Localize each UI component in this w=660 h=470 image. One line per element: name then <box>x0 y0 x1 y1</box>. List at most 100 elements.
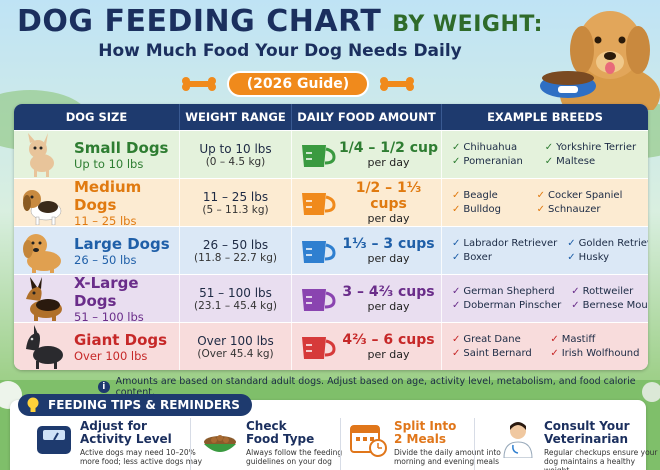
food-per: per day <box>367 156 410 169</box>
tip-title: Check Food Type <box>246 419 315 446</box>
title-main: DOG FEEDING CHART <box>17 4 382 39</box>
check-icon: ✓ <box>536 190 545 201</box>
breed-item: ✓ Great Dane <box>452 334 521 345</box>
feeding-table: DOG SIZE WEIGHT RANGE DAILY FOOD AMOUNT … <box>14 104 648 370</box>
weight-lbs: 51 – 100 lbs <box>199 285 272 300</box>
chihuahua-icon <box>28 132 54 177</box>
breed-item: ✓ Labrador Retriever <box>452 238 558 249</box>
veterinarian-icon <box>503 422 533 458</box>
check-icon: ✓ <box>571 286 580 297</box>
check-icon: ✓ <box>452 300 461 311</box>
weight-kg: (Over 45.4 kg) <box>197 347 274 360</box>
check-icon: ✓ <box>536 204 545 215</box>
size-range: 51 – 100 lbs <box>74 309 144 324</box>
tip-split-meals: Split Into 2 Meals Divide the daily amoun… <box>348 420 501 470</box>
tip-text: Active dogs may need 10–20% more food; le… <box>80 448 203 466</box>
breed-item: ✓ Husky <box>567 252 610 263</box>
info-icon: i <box>98 381 110 393</box>
cell-dog-size: Large Dogs 26 – 50 lbs <box>14 227 180 274</box>
weight-kg: (23.1 – 45.4 kg) <box>194 299 277 312</box>
footnote: i Amounts are based on standard adult do… <box>98 376 658 398</box>
breed-item: ✓ Maltese <box>544 156 596 167</box>
divider <box>474 418 475 470</box>
table-header: DOG SIZE WEIGHT RANGE DAILY FOOD AMOUNT … <box>14 104 648 130</box>
breed-item: ✓ Doberman Pinscher <box>452 300 562 311</box>
check-icon: ✓ <box>452 142 461 153</box>
weight-kg: (5 – 11.3 kg) <box>202 203 269 216</box>
guide-row: (2026 Guide) <box>148 71 448 97</box>
size-range: 11 – 25 lbs <box>74 213 137 228</box>
lightbulb-icon <box>27 397 39 412</box>
cell-dog-size: Small Dogs Up to 10 lbs <box>14 131 180 178</box>
tip-title: Consult Your Veterinarian <box>544 419 630 446</box>
cell-weight: 26 – 50 lbs (11.8 – 22.7 kg) <box>180 227 292 274</box>
cell-dog-size: Giant Dogs Over 100 lbs <box>14 323 180 370</box>
breed-item: ✓Bernese Mountain Dog <box>571 300 648 311</box>
great-dane-icon <box>26 324 63 369</box>
calendar-clock-icon <box>350 425 387 457</box>
cell-dog-size: Medium Dogs 11 – 25 lbs <box>14 177 180 228</box>
cell-breeds: ✓ Beagle ✓ Cocker Spaniel ✓ Bulldog ✓ Schnauzer <box>442 179 648 226</box>
cell-breeds: ✓ Chihuahua ✓ Yorkshire Terrier ✓ Pomeranian ✓… <box>442 131 648 178</box>
measuring-cup-icon <box>302 144 336 167</box>
size-name: Medium Dogs <box>74 177 142 214</box>
beagle-icon <box>23 189 62 225</box>
bone-icon <box>380 77 415 91</box>
golden-retriever-icon <box>23 233 61 273</box>
cell-food: 4⅔ – 6 cups per day <box>292 323 442 370</box>
breed-item: ✓ Beagle <box>452 190 498 201</box>
scale-icon <box>37 426 71 454</box>
food-per: per day <box>367 348 410 361</box>
food-per: per day <box>367 252 410 265</box>
cell-breeds: ✓ German Shepherd ✓ Rottweiler ✓ Doberman Pin… <box>442 275 648 322</box>
measuring-cup-icon <box>302 336 336 359</box>
size-range: Up to 10 lbs <box>74 156 144 171</box>
header-daily-food: DAILY FOOD AMOUNT <box>292 104 442 130</box>
weight-kg: (0 – 4.5 kg) <box>205 155 266 168</box>
breed-item: ✓ Irish Wolfhound <box>550 348 640 359</box>
food-amount: 4⅔ – 6 cups <box>342 332 435 348</box>
check-icon: ✓ <box>544 156 554 167</box>
weight-lbs: Over 100 lbs <box>197 333 274 348</box>
table-row: Medium Dogs 11 – 25 lbs 11 – 25 lbs (5 –… <box>14 177 648 228</box>
size-range: 26 – 50 lbs <box>74 252 137 267</box>
header-dog-size: DOG SIZE <box>14 104 180 130</box>
cell-breeds: ✓Labrador Retriever ✓Golden Retriever ✓Box… <box>442 227 648 274</box>
cell-food: 1/4 – 1/2 cup per day <box>292 131 442 178</box>
check-icon: ✓ <box>452 252 461 263</box>
check-icon: ✓ <box>550 348 559 359</box>
breed-item: ✓ Cocker Spaniel <box>536 190 623 201</box>
header-breeds: EXAMPLE BREEDS <box>487 110 603 124</box>
check-icon: ✓ <box>452 348 461 359</box>
table-row: X-Large Dogs 51 – 100 lbs 51 – 100 lbs (… <box>14 274 648 324</box>
tip-vet: Consult Your Veterinarian Regular checkup… <box>498 420 660 470</box>
page-title: DOG FEEDING CHART BY WEIGHT: <box>0 4 560 39</box>
check-icon: ✓ <box>452 286 461 297</box>
food-bowl-icon <box>204 435 236 452</box>
breed-item: ✓ Saint Bernard <box>452 348 532 359</box>
food-per: per day <box>367 212 410 225</box>
breed-item: ✓ Chihuahua <box>452 142 518 153</box>
header-weight-range: WEIGHT RANGE <box>180 104 292 130</box>
cell-breeds: ✓ Great Dane ✓ Mastiff ✓ Saint Bernard ✓ Irish … <box>442 323 648 370</box>
food-amount: 3 – 4⅔ cups <box>342 284 435 300</box>
breed-item: ✓Golden Retriever <box>567 238 648 249</box>
check-icon: ✓ <box>571 300 580 311</box>
cell-dog-size: X-Large Dogs 51 – 100 lbs <box>14 274 180 324</box>
breed-item: ✓ Bulldog <box>452 204 501 215</box>
cell-weight: Over 100 lbs (Over 45.4 kg) <box>180 323 292 370</box>
weight-lbs: 11 – 25 lbs <box>202 189 269 204</box>
cell-weight: 51 – 100 lbs (23.1 – 45.4 kg) <box>180 275 292 322</box>
measuring-cup-icon <box>302 288 336 311</box>
footnote-text: Amounts are based on standard adult dogs… <box>115 376 636 398</box>
check-icon: ✓ <box>567 252 576 263</box>
breed-item: ✓ Schnauzer <box>536 204 601 215</box>
guide-badge: (2026 Guide) <box>226 71 370 97</box>
table-row: Small Dogs Up to 10 lbs Up to 10 lbs (0 … <box>14 130 648 178</box>
food-per: per day <box>367 300 410 313</box>
title-by: BY WEIGHT: <box>392 12 543 37</box>
size-name: Giant Dogs <box>74 330 168 349</box>
check-icon: ✓ <box>452 334 461 345</box>
breed-item: ✓ Pomeranian <box>452 156 523 167</box>
check-icon: ✓ <box>452 238 461 249</box>
